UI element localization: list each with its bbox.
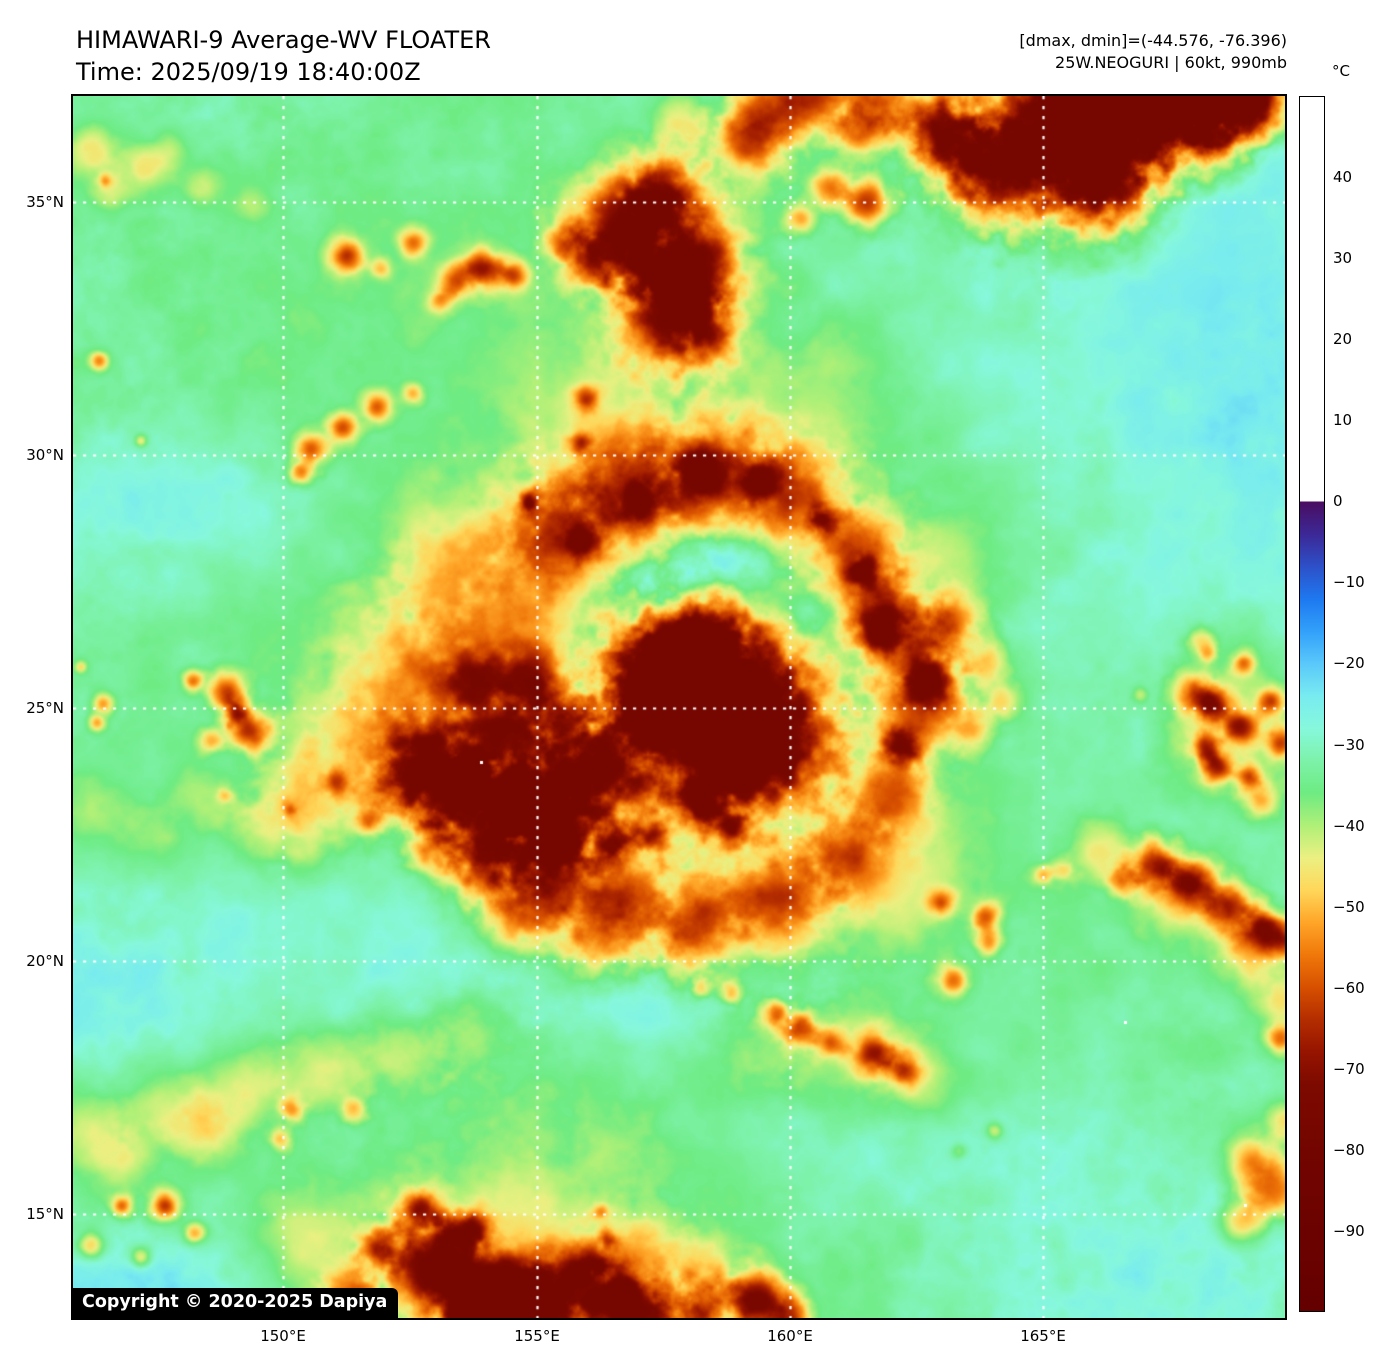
lon-label-165e: 165°E [1020, 1327, 1066, 1345]
lat-label-20n: 20°N [26, 952, 64, 970]
copyright-badge: Copyright © 2020-2025 Dapiya [73, 1288, 399, 1318]
cb-tick--10: −10 [1333, 573, 1365, 592]
cb-tick--70: −70 [1333, 1059, 1365, 1078]
cb-tick--50: −50 [1333, 897, 1365, 916]
colorbar-gradient [1300, 97, 1324, 1311]
cb-tick--30: −30 [1333, 735, 1365, 754]
cb-tick--80: −80 [1333, 1140, 1365, 1159]
colorbar-unit-label: °C [1332, 62, 1350, 80]
cb-tick-20: 20 [1333, 330, 1353, 349]
satellite-map: Copyright © 2020-2025 Dapiya [71, 94, 1287, 1320]
cb-tick--20: −20 [1333, 654, 1365, 673]
cb-tick--90: −90 [1333, 1221, 1365, 1240]
cb-tick-30: 30 [1333, 249, 1353, 268]
storm-info: [dmax, dmin]=(-44.576, -76.396) 25W.NEOG… [1019, 30, 1287, 74]
lon-label-150e: 150°E [260, 1327, 306, 1345]
temperature-colorbar [1299, 96, 1325, 1312]
dmax-dmin-readout: [dmax, dmin]=(-44.576, -76.396) [1019, 31, 1287, 50]
timestamp: Time: 2025/09/19 18:40:00Z [76, 58, 421, 86]
page-title: HIMAWARI-9 Average-WV FLOATER Time: 2025… [76, 24, 491, 88]
cb-tick-10: 10 [1333, 411, 1353, 430]
cb-tick--60: −60 [1333, 978, 1365, 997]
lat-label-35n: 35°N [26, 193, 64, 211]
lon-label-155e: 155°E [514, 1327, 560, 1345]
lat-label-15n: 15°N [26, 1205, 64, 1223]
lat-label-30n: 30°N [26, 446, 64, 464]
cb-tick--40: −40 [1333, 816, 1365, 835]
lat-label-25n: 25°N [26, 699, 64, 717]
lon-label-160e: 160°E [767, 1327, 813, 1345]
storm-id-intensity: 25W.NEOGURI | 60kt, 990mb [1055, 53, 1287, 72]
cb-tick-0: 0 [1333, 492, 1343, 511]
product-title: HIMAWARI-9 Average-WV FLOATER [76, 26, 491, 54]
cb-tick-40: 40 [1333, 168, 1353, 187]
wv-satellite-canvas [73, 96, 1285, 1318]
